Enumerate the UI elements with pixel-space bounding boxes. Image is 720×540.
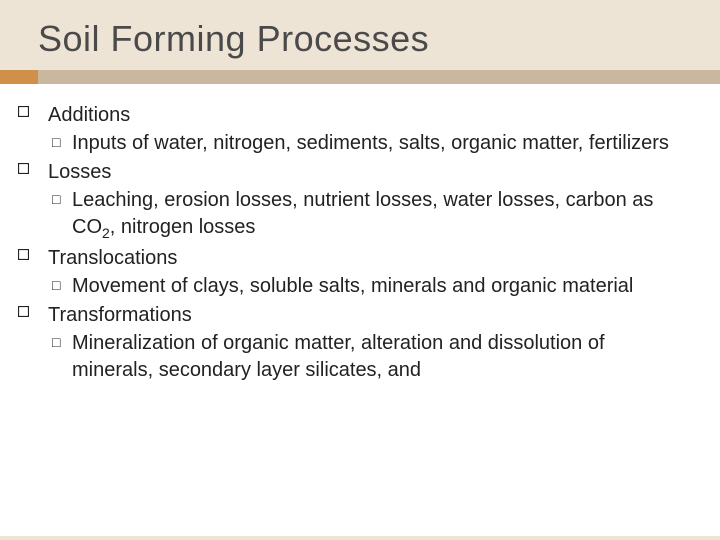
list-item-body: Transformations □ Mineralization of orga…: [48, 302, 686, 384]
sub-text-post: , nitrogen losses: [110, 216, 256, 238]
item-heading: Additions: [48, 102, 686, 129]
list-item: Additions □ Inputs of water, nitrogen, s…: [18, 102, 686, 157]
accent-bar: [0, 70, 720, 84]
sub-item-text: Leaching, erosion losses, nutrient losse…: [72, 187, 686, 243]
square-bullet-icon: [18, 245, 48, 300]
sub-item: □ Movement of clays, soluble salts, mine…: [48, 273, 686, 300]
list-item-body: Losses □ Leaching, erosion losses, nutri…: [48, 159, 686, 243]
content-area: Additions □ Inputs of water, nitrogen, s…: [0, 84, 720, 536]
list-item-body: Additions □ Inputs of water, nitrogen, s…: [48, 102, 686, 157]
square-bullet-small-icon: □: [52, 130, 72, 157]
item-heading: Losses: [48, 159, 686, 186]
square-bullet-small-icon: □: [52, 330, 72, 384]
square-bullet-icon: [18, 102, 48, 157]
sub-item: □ Inputs of water, nitrogen, sediments, …: [48, 130, 686, 157]
list-item: Losses □ Leaching, erosion losses, nutri…: [18, 159, 686, 243]
title-area: Soil Forming Processes: [0, 0, 720, 70]
list-item: Transformations □ Mineralization of orga…: [18, 302, 686, 384]
list-item: Translocations □ Movement of clays, solu…: [18, 245, 686, 300]
list-item-body: Translocations □ Movement of clays, solu…: [48, 245, 686, 300]
square-bullet-small-icon: □: [52, 187, 72, 243]
square-bullet-icon: [18, 159, 48, 243]
sub-item-text: Inputs of water, nitrogen, sediments, sa…: [72, 130, 686, 157]
sub-item: □ Leaching, erosion losses, nutrient los…: [48, 187, 686, 243]
accent-bar-right: [38, 70, 720, 84]
item-heading: Translocations: [48, 245, 686, 272]
accent-bar-left: [0, 70, 38, 84]
sub-item-text: Movement of clays, soluble salts, minera…: [72, 273, 686, 300]
sub-item: □ Mineralization of organic matter, alte…: [48, 330, 686, 384]
sub-item-text: Mineralization of organic matter, altera…: [72, 330, 686, 384]
subscript: 2: [102, 225, 110, 241]
square-bullet-small-icon: □: [52, 273, 72, 300]
item-heading: Transformations: [48, 302, 686, 329]
page-title: Soil Forming Processes: [38, 18, 720, 60]
square-bullet-icon: [18, 302, 48, 384]
